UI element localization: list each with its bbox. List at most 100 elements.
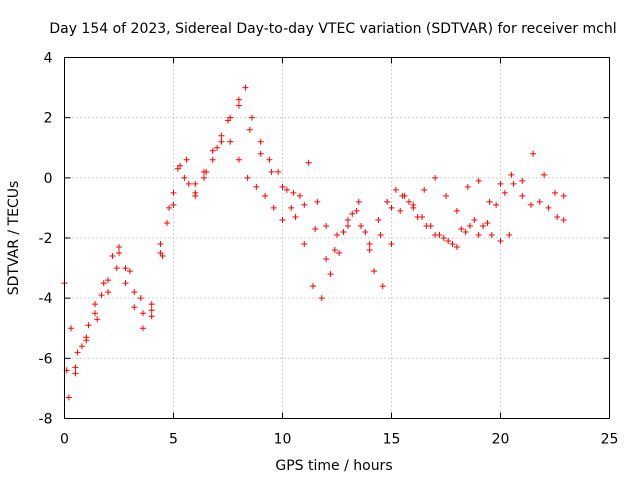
data-point [443,192,449,199]
data-point [246,126,253,133]
data-point [353,207,360,214]
data-point [301,201,308,208]
data-point [279,183,286,190]
data-point [314,198,321,205]
data-point [72,370,79,377]
data-point [323,256,330,263]
data-point [92,310,99,317]
data-point [344,216,351,223]
data-point [560,216,567,223]
data-point [139,325,146,332]
data-point [253,183,260,190]
data-point [266,156,273,163]
data-point [305,159,312,166]
data-point [397,207,404,214]
data-point [462,228,469,235]
data-point [530,150,537,157]
data-point [423,222,430,229]
data-point [85,322,92,329]
data-point [65,394,72,401]
data-point [214,144,221,151]
data-point [432,174,439,181]
data-point [506,231,513,238]
data-point [279,216,286,223]
data-point [288,204,295,211]
data-point [235,156,242,163]
data-point [244,174,251,181]
data-point [497,238,504,245]
data-point [126,268,133,275]
data-point [148,313,155,320]
data-point [83,337,90,344]
data-point [92,301,99,308]
data-point [334,231,340,238]
data-point [388,241,395,248]
data-point [323,222,330,229]
data-point [458,225,465,232]
data-point [510,180,517,187]
series-track-2 [63,96,567,374]
data-point [227,114,234,121]
data-point [340,228,347,235]
data-point [362,228,369,235]
data-point [432,231,439,238]
data-point [248,114,255,121]
data-point [290,189,297,196]
data-point [177,162,184,169]
x-tick-label: 5 [169,432,178,448]
data-point [336,250,343,257]
data-point [170,189,177,196]
data-point [466,222,473,229]
series-track-1 [61,132,513,356]
data-point [192,189,199,196]
y-tick-label: 4 [44,51,53,67]
data-point [405,198,412,205]
x-tick-label: 15 [383,432,401,448]
data-point [148,301,155,308]
data-point [100,280,107,287]
data-point [166,204,173,211]
data-point [163,219,170,226]
data-point [480,222,487,229]
y-tick-label: 2 [44,111,53,127]
x-tick-label: 20 [492,432,510,448]
x-axis-label: GPS time / hours [275,458,392,474]
data-point [257,138,264,145]
data-point [536,198,543,205]
data-point [508,171,515,178]
data-point [554,213,561,220]
data-point [357,222,364,229]
data-point [355,198,362,205]
y-tick-label: -6 [39,351,53,367]
axis-ticks: 0 5 10 15 20 25 -8 -6 -4 -2 0 2 4 [39,51,619,448]
data-point [541,171,548,178]
grid-lines [64,57,610,419]
data-point [201,174,208,181]
data-points [61,84,567,401]
x-tick-label: 0 [60,432,69,448]
data-point [203,168,210,175]
data-point [122,265,129,272]
data-point [74,349,81,356]
data-point [270,204,277,211]
y-tick-label: 0 [44,171,53,187]
data-point [72,364,79,371]
data-point [268,168,275,175]
data-point [371,268,378,275]
data-point [218,138,225,145]
data-point [78,343,85,350]
data-point [421,186,428,193]
data-point [94,316,101,323]
y-tick-label: -8 [39,412,53,428]
data-point [464,183,471,190]
series-track-3 [65,84,567,401]
data-point [384,198,391,205]
data-point [292,213,299,220]
data-point [174,165,181,172]
data-point [170,201,177,208]
data-point [157,241,164,248]
data-point [475,177,482,184]
data-point [388,204,395,211]
data-point [486,198,493,205]
